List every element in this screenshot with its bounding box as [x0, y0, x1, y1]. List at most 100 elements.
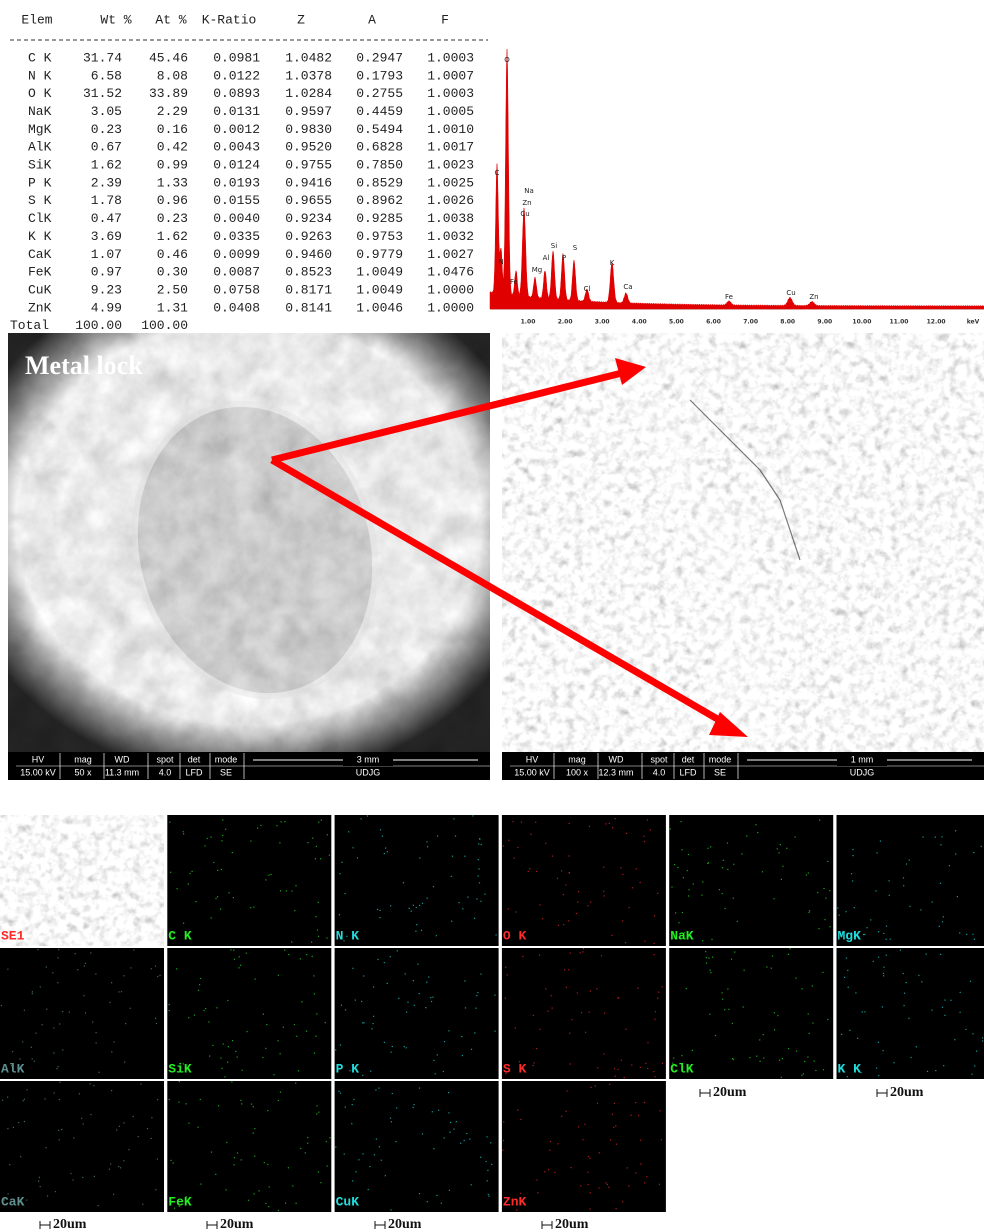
table-cell: 0.9755 — [285, 158, 332, 173]
info-value: SE — [714, 767, 726, 777]
signal-dot — [486, 1136, 488, 1138]
signal-dot — [222, 834, 224, 837]
signal-dot — [787, 953, 790, 955]
signal-dot — [959, 1011, 961, 1013]
signal-dot — [124, 1061, 126, 1063]
signal-dot — [450, 875, 452, 877]
element-name: CaK — [28, 247, 52, 262]
map-tile — [669, 948, 834, 1079]
signal-dot — [903, 885, 905, 887]
info-header: mag — [568, 754, 586, 764]
signal-dot — [168, 1010, 170, 1012]
signal-dot — [677, 866, 679, 869]
signal-dot — [743, 969, 745, 971]
signal-dot — [221, 1067, 223, 1069]
signal-dot — [433, 1148, 435, 1150]
signal-dot — [434, 1073, 436, 1075]
signal-dot — [344, 1106, 346, 1108]
signal-dot — [708, 957, 710, 959]
signal-dot — [378, 1146, 380, 1148]
table-cell: 1.07 — [91, 247, 122, 262]
signal-dot — [320, 1182, 322, 1184]
signal-dot — [396, 1107, 398, 1109]
table-header: F — [441, 12, 449, 27]
signal-dot — [257, 827, 259, 829]
signal-dot — [476, 995, 478, 997]
signal-dot — [480, 1156, 482, 1158]
signal-dot — [517, 846, 519, 849]
signal-dot — [598, 1152, 600, 1154]
signal-dot — [504, 997, 506, 999]
signal-dot — [311, 941, 313, 943]
signal-dot — [822, 971, 824, 973]
signal-dot — [782, 865, 784, 867]
signal-dot — [208, 1021, 210, 1023]
signal-dot — [721, 892, 723, 895]
signal-dot — [646, 1176, 648, 1178]
signal-dot — [451, 855, 454, 857]
table-cell: 1.0023 — [427, 158, 474, 173]
signal-dot — [589, 1208, 591, 1210]
signal-dot — [371, 1028, 373, 1030]
signal-dot — [563, 924, 565, 926]
signal-dot — [513, 857, 515, 859]
signal-dot — [749, 1057, 751, 1059]
table-cell: 1.0017 — [427, 140, 474, 155]
table-cell: 31.52 — [83, 86, 122, 101]
element-name: O K — [28, 86, 52, 101]
signal-dot — [307, 842, 309, 844]
signal-dot — [905, 982, 907, 984]
signal-dot — [236, 1152, 239, 1154]
signal-dot — [643, 835, 645, 837]
table-cell: 1.0010 — [427, 122, 474, 137]
signal-dot — [245, 952, 247, 954]
signal-dot — [532, 1064, 534, 1066]
signal-dot — [287, 1167, 289, 1169]
signal-dot — [578, 1126, 580, 1128]
signal-dot — [84, 1012, 87, 1014]
signal-dot — [197, 989, 200, 992]
signal-dot — [692, 883, 694, 885]
signal-dot — [386, 851, 388, 853]
signal-dot — [491, 1163, 493, 1165]
signal-dot — [142, 1203, 144, 1205]
signal-dot — [935, 1070, 937, 1072]
signal-dot — [925, 953, 927, 955]
signal-dot — [604, 1012, 606, 1014]
signal-dot — [293, 1023, 295, 1026]
signal-dot — [613, 1102, 615, 1105]
signal-dot — [113, 1041, 115, 1043]
signal-dot — [478, 843, 480, 845]
signal-dot — [866, 927, 868, 929]
signal-dot — [89, 1083, 91, 1085]
signal-dot — [786, 847, 788, 849]
signal-dot — [125, 1023, 127, 1025]
signal-dot — [57, 957, 59, 959]
table-cell: 1.0049 — [356, 265, 403, 280]
signal-dot — [568, 872, 571, 874]
table-cell: 0.9779 — [356, 247, 403, 262]
signal-dot — [451, 920, 453, 922]
signal-dot — [965, 1028, 967, 1030]
signal-dot — [58, 1139, 60, 1141]
signal-dot — [855, 992, 857, 994]
signal-dot — [320, 819, 322, 821]
signal-dot — [341, 861, 343, 863]
signal-dot — [301, 1001, 303, 1003]
signal-dot — [827, 1018, 829, 1021]
signal-dot — [291, 890, 293, 892]
signal-dot — [980, 845, 982, 847]
signal-dot — [363, 975, 365, 977]
signal-dot — [313, 1052, 315, 1054]
map-tile — [836, 815, 984, 946]
table-cell: 0.9285 — [356, 211, 403, 226]
signal-dot — [902, 877, 905, 879]
signal-dot — [710, 846, 712, 848]
scale-label-bg — [343, 754, 393, 766]
signal-dot — [436, 1194, 438, 1196]
table-cell: 1.0007 — [427, 68, 474, 83]
scale-bar-label: 20um — [713, 1085, 747, 1100]
signal-dot — [288, 954, 290, 956]
signal-dot — [614, 1075, 616, 1077]
